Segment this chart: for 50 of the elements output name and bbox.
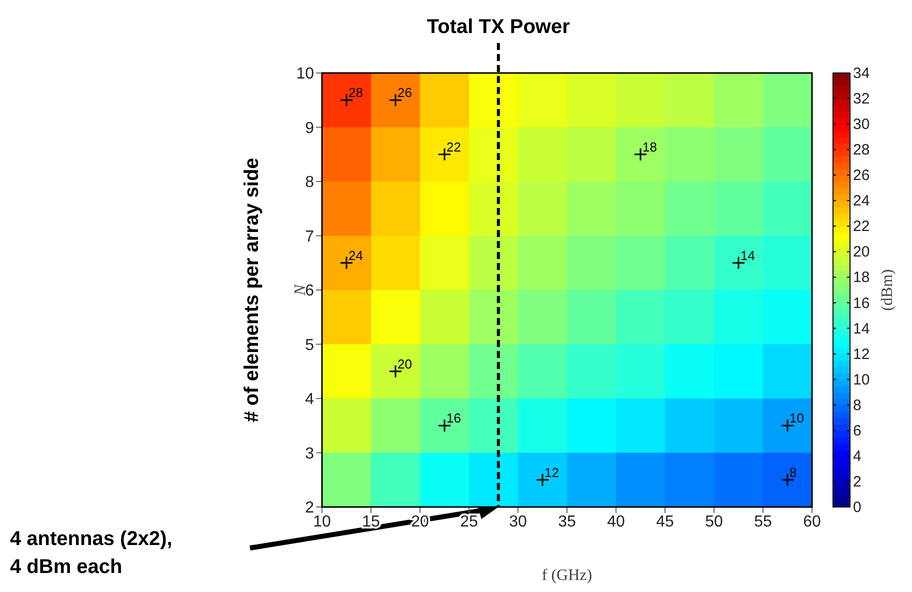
color-bar-label: 4 bbox=[853, 448, 862, 465]
annotation: 18 bbox=[642, 139, 657, 154]
x-tick-label: 60 bbox=[803, 513, 821, 530]
annotation: 14 bbox=[740, 248, 755, 263]
x-tick-label: 35 bbox=[558, 513, 576, 530]
color-bar-label: 8 bbox=[853, 396, 862, 414]
x-tick-label: 45 bbox=[656, 513, 674, 530]
x-tick-label: 40 bbox=[607, 513, 625, 530]
x-tick-label: 25 bbox=[460, 513, 478, 530]
color-bar-label: 30 bbox=[853, 116, 870, 134]
color-bar-title: (dBm) bbox=[879, 269, 896, 311]
text: 4 antennas (2x2), 4 dBm each bbox=[10, 528, 172, 578]
y-tick-label: 10 bbox=[296, 66, 314, 83]
color-bar-label: 14 bbox=[853, 320, 870, 338]
annotation: 28 bbox=[348, 85, 363, 100]
x-tick-label: 30 bbox=[509, 513, 527, 530]
y-tick-label: 2 bbox=[305, 500, 314, 517]
annotation: 20 bbox=[398, 356, 412, 372]
y-tick-label: 9 bbox=[305, 120, 314, 137]
y-tick-label: 7 bbox=[305, 228, 314, 246]
color-bar-label: 12 bbox=[853, 346, 870, 363]
color-bar-label: 22 bbox=[853, 218, 870, 236]
annotation: 8 bbox=[790, 464, 797, 480]
annotation: 22 bbox=[446, 139, 461, 154]
annotation: 26 bbox=[398, 85, 412, 100]
color-bar-label: 32 bbox=[853, 90, 870, 108]
color-bar-label: 34 bbox=[853, 65, 870, 82]
color-bar-label: 18 bbox=[853, 269, 870, 286]
annotation: 24 bbox=[348, 248, 363, 263]
color-bar-label: 2 bbox=[853, 473, 862, 490]
color-bar-label: 0 bbox=[853, 499, 862, 516]
color-bar-label: 16 bbox=[853, 294, 870, 312]
annotation: 10 bbox=[790, 410, 804, 426]
color-bar-label: 6 bbox=[853, 422, 862, 440]
annotation: 16 bbox=[446, 410, 461, 426]
text: # of elements per array side bbox=[241, 158, 263, 422]
x-axis-title: f (GHz) bbox=[542, 567, 592, 584]
color-bar-label: 20 bbox=[853, 244, 870, 261]
ref-line-label: Total TX Power bbox=[426, 16, 570, 38]
y-tick-label: 4 bbox=[305, 391, 314, 408]
y-tick-label: 5 bbox=[305, 336, 314, 354]
color-bar-label: 10 bbox=[853, 371, 870, 388]
color-bar-label: 26 bbox=[853, 167, 870, 184]
x-tick-label: 55 bbox=[754, 513, 772, 530]
y-tick-label: 3 bbox=[305, 445, 314, 462]
annotation: 12 bbox=[544, 464, 559, 480]
x-tick-label: 50 bbox=[705, 513, 723, 530]
y-tick-label: 8 bbox=[305, 174, 314, 192]
color-bar-label: 24 bbox=[853, 192, 870, 210]
color-bar-label: 28 bbox=[853, 142, 870, 159]
